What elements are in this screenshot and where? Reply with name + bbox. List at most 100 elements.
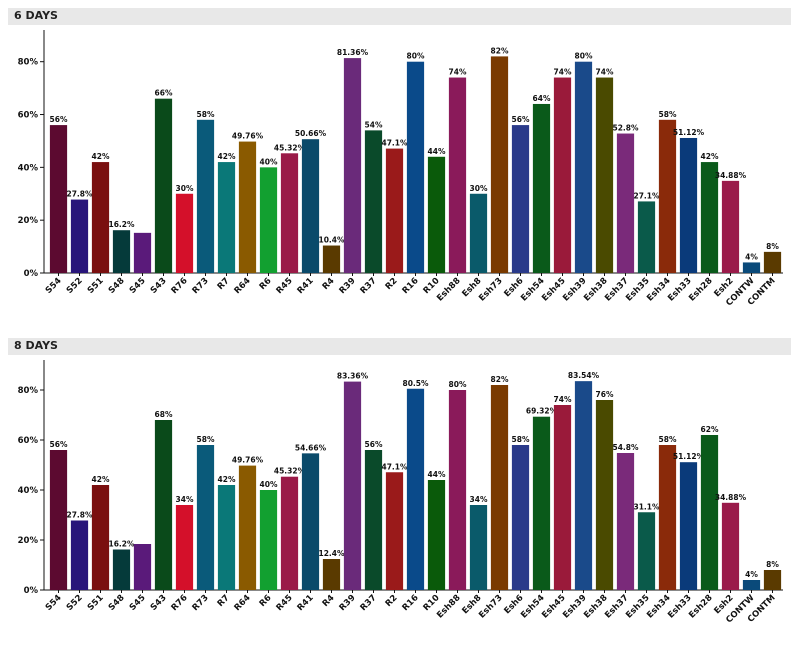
x-tick-label: R73 xyxy=(191,593,211,613)
x-tick-label: Esh88 xyxy=(435,276,462,303)
bar-esh8 xyxy=(469,505,488,590)
bar-esh39 xyxy=(574,381,593,590)
bar-esh34 xyxy=(658,445,677,590)
bar-r41 xyxy=(301,139,320,273)
data-label: 44% xyxy=(428,470,446,479)
x-tick-label: S45 xyxy=(128,276,148,296)
bar-r2 xyxy=(385,472,404,590)
bar-s52 xyxy=(70,199,89,273)
y-tick-label: 40% xyxy=(18,486,39,496)
x-tick-label: R64 xyxy=(233,593,253,613)
data-label: 30% xyxy=(176,184,194,193)
bar-r45 xyxy=(280,476,299,590)
bar-esh6 xyxy=(511,445,530,590)
data-label: 80.5% xyxy=(402,379,429,388)
x-tick-label: R45 xyxy=(275,276,295,296)
x-tick-label: R2 xyxy=(384,593,400,609)
panel-header-6-days: 6 DAYS xyxy=(8,8,791,25)
bar-contm xyxy=(763,251,782,273)
data-label: 74% xyxy=(554,68,572,77)
data-label: 42% xyxy=(92,475,110,484)
bar-s45 xyxy=(133,232,152,273)
y-tick-label: 20% xyxy=(18,536,39,546)
bar-r2 xyxy=(385,148,404,273)
data-label: 42% xyxy=(218,152,236,161)
bar-esh28 xyxy=(700,435,719,590)
bar-r76 xyxy=(175,193,194,273)
x-tick-label: R16 xyxy=(401,276,421,296)
data-label: 74% xyxy=(449,68,467,77)
bar-esh38 xyxy=(595,400,614,590)
data-label: 42% xyxy=(218,475,236,484)
x-tick-label: R76 xyxy=(170,276,190,296)
x-tick-label: S43 xyxy=(149,593,169,613)
x-tick-label: R73 xyxy=(191,276,211,296)
x-tick-label: R2 xyxy=(384,276,400,292)
data-label: 42% xyxy=(701,152,719,161)
data-label: 52.8% xyxy=(612,124,639,133)
data-label: 62% xyxy=(701,425,719,434)
y-tick-label: 0% xyxy=(24,586,39,596)
bar-esh73 xyxy=(490,56,509,273)
data-label: 40% xyxy=(260,480,278,489)
bar-r7 xyxy=(217,485,236,590)
bar-esh34 xyxy=(658,119,677,273)
bar-contw xyxy=(742,580,761,590)
bar-chart-6-days: 0% 20% 40% 60% 80% 56% S54 27.8% S52 42% S51 16.2% S… xyxy=(18,30,783,308)
data-label: 82% xyxy=(491,46,509,55)
data-label: 56% xyxy=(50,115,68,124)
bar-r73 xyxy=(196,119,215,273)
bar-r37 xyxy=(364,450,383,590)
bar-r64 xyxy=(238,465,257,590)
bar-r73 xyxy=(196,445,215,590)
data-label: 49.76% xyxy=(232,456,264,465)
bar-esh45 xyxy=(553,77,572,273)
bar-s43 xyxy=(154,420,173,590)
bar-esh39 xyxy=(574,61,593,274)
data-label: 81.36% xyxy=(337,48,369,57)
bar-r39 xyxy=(343,381,362,590)
data-label: 83.36% xyxy=(337,372,369,381)
chart-title: 6 DAYS xyxy=(14,9,58,22)
data-label: 16.2% xyxy=(108,220,135,229)
data-label: 69.32% xyxy=(526,407,558,416)
bar-s45 xyxy=(133,544,152,590)
y-tick-label: 60% xyxy=(18,111,39,121)
data-label: 51.12% xyxy=(673,128,705,137)
y-tick-label: 80% xyxy=(18,58,39,68)
x-tick-label: S48 xyxy=(107,593,127,613)
bar-esh73 xyxy=(490,385,509,590)
bar-r4 xyxy=(322,559,341,590)
bar-esh45 xyxy=(553,405,572,590)
bar-s54 xyxy=(49,125,68,273)
data-label: 58% xyxy=(197,110,215,119)
x-tick-label: R6 xyxy=(258,276,274,292)
bar-s51 xyxy=(91,485,110,590)
data-label: 76% xyxy=(596,390,614,399)
y-tick-label: 60% xyxy=(18,436,39,446)
bar-esh54 xyxy=(532,103,551,274)
data-label: 27.1% xyxy=(633,191,660,200)
bar-r6 xyxy=(259,167,278,273)
bar-chart-8-days: 0% 20% 40% 60% 80% 56% S54 27.8% S52 42% S51 16.2% S… xyxy=(18,360,783,625)
bar-r64 xyxy=(238,141,257,273)
y-tick-label: 20% xyxy=(18,216,39,226)
x-tick-label: Esh28 xyxy=(687,276,714,303)
bar-contm xyxy=(763,570,782,590)
x-tick-label: S54 xyxy=(44,276,64,296)
x-tick-label: S43 xyxy=(149,276,169,296)
bar-esh6 xyxy=(511,125,530,273)
x-tick-label: S52 xyxy=(65,276,85,296)
bar-r39 xyxy=(343,58,362,273)
data-label: 58% xyxy=(512,435,530,444)
data-label: 66% xyxy=(155,89,173,98)
bar-contw xyxy=(742,262,761,273)
bar-r4 xyxy=(322,245,341,273)
data-label: 45.32% xyxy=(274,143,306,152)
data-label: 42% xyxy=(92,152,110,161)
bar-s48 xyxy=(112,230,131,273)
bar-r76 xyxy=(175,505,194,590)
data-label: 50.66% xyxy=(295,129,327,138)
bar-r16 xyxy=(406,388,425,590)
bar-esh28 xyxy=(700,162,719,273)
